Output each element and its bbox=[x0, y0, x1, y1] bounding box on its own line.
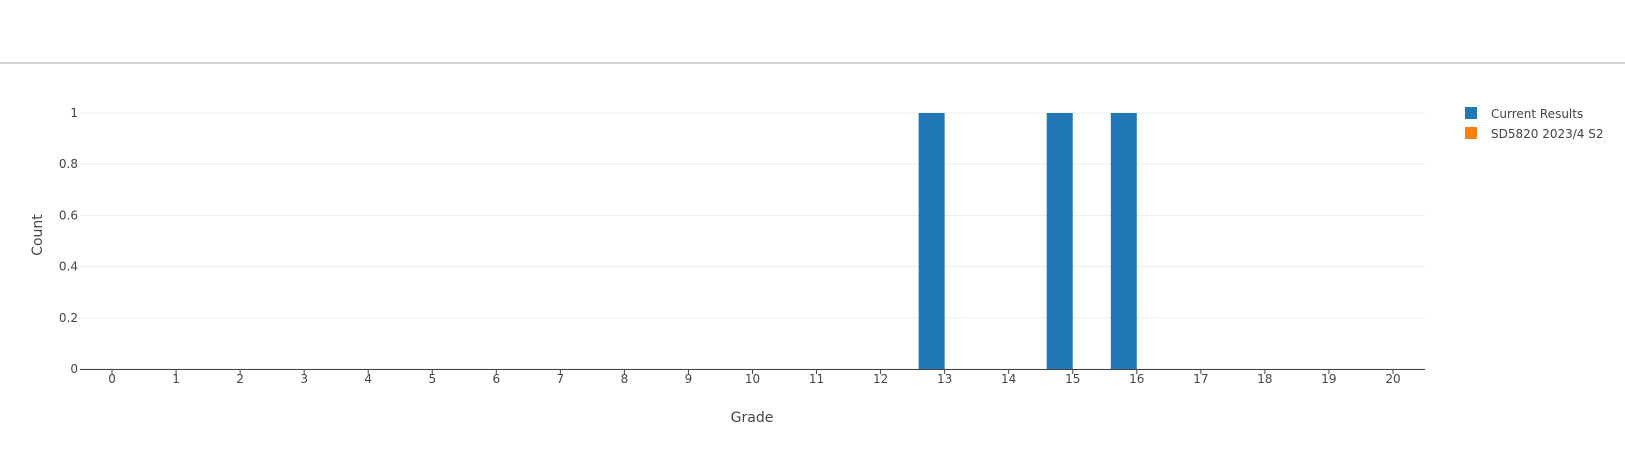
legend-swatch-current-results bbox=[1465, 107, 1477, 119]
x-tick-labels: 0 1 2 3 4 5 6 7 8 9 10 11 12 13 14 15 16 17 18 19 20 bbox=[108, 369, 1401, 386]
grid-lines bbox=[80, 112, 1425, 370]
x-tick-label: 18 bbox=[1257, 372, 1272, 386]
bar-current-results-16[interactable] bbox=[1110, 113, 1137, 369]
x-tick-label: 12 bbox=[873, 372, 888, 386]
legend-label-sd5820: SD5820 2023/4 S2 bbox=[1491, 127, 1604, 141]
y-tick-label: 0.2 bbox=[59, 311, 78, 325]
x-axis-title: Grade bbox=[731, 410, 774, 426]
bar-current-results-13[interactable] bbox=[918, 113, 945, 369]
y-tick-label: 0 bbox=[70, 362, 78, 376]
bar-current-results-15[interactable] bbox=[1046, 113, 1073, 369]
x-tick-label: 17 bbox=[1193, 372, 1208, 386]
legend-swatch-sd5820 bbox=[1465, 127, 1477, 139]
x-tick-label: 2 bbox=[236, 372, 244, 386]
x-tick-label: 20 bbox=[1385, 372, 1400, 386]
bars bbox=[918, 113, 1137, 369]
x-tick-label: 7 bbox=[557, 372, 565, 386]
x-tick-label: 5 bbox=[428, 372, 436, 386]
x-tick-label: 9 bbox=[685, 372, 693, 386]
x-tick-label: 1 bbox=[172, 372, 180, 386]
x-tick-label: 16 bbox=[1129, 372, 1144, 386]
legend-item-current-results[interactable]: Current Results bbox=[1465, 107, 1583, 121]
top-toolbar-area bbox=[0, 0, 1625, 62]
x-tick-label: 3 bbox=[300, 372, 308, 386]
x-tick-label: 15 bbox=[1065, 372, 1080, 386]
x-tick-label: 11 bbox=[809, 372, 824, 386]
x-tick-label: 19 bbox=[1321, 372, 1336, 386]
legend-item-sd5820[interactable]: SD5820 2023/4 S2 bbox=[1465, 127, 1604, 141]
y-axis-title: Count bbox=[30, 214, 46, 256]
x-tick-label: 4 bbox=[364, 372, 372, 386]
y-tick-labels: 0 0.2 0.4 0.6 0.8 1 bbox=[59, 106, 78, 376]
x-tick-label: 0 bbox=[108, 372, 116, 386]
y-tick-label: 1 bbox=[70, 106, 78, 120]
x-tick-label: 14 bbox=[1001, 372, 1016, 386]
x-tick-label: 6 bbox=[492, 372, 500, 386]
y-tick-label: 0.4 bbox=[59, 260, 78, 274]
x-tick-label: 10 bbox=[745, 372, 760, 386]
top-divider bbox=[0, 62, 1625, 64]
x-tick-label: 8 bbox=[621, 372, 629, 386]
x-tick-label: 13 bbox=[937, 372, 952, 386]
legend[interactable]: Current Results SD5820 2023/4 S2 bbox=[1465, 107, 1604, 141]
y-tick-label: 0.8 bbox=[59, 157, 78, 171]
legend-label-current-results: Current Results bbox=[1491, 107, 1583, 121]
y-tick-label: 0.6 bbox=[59, 208, 78, 222]
